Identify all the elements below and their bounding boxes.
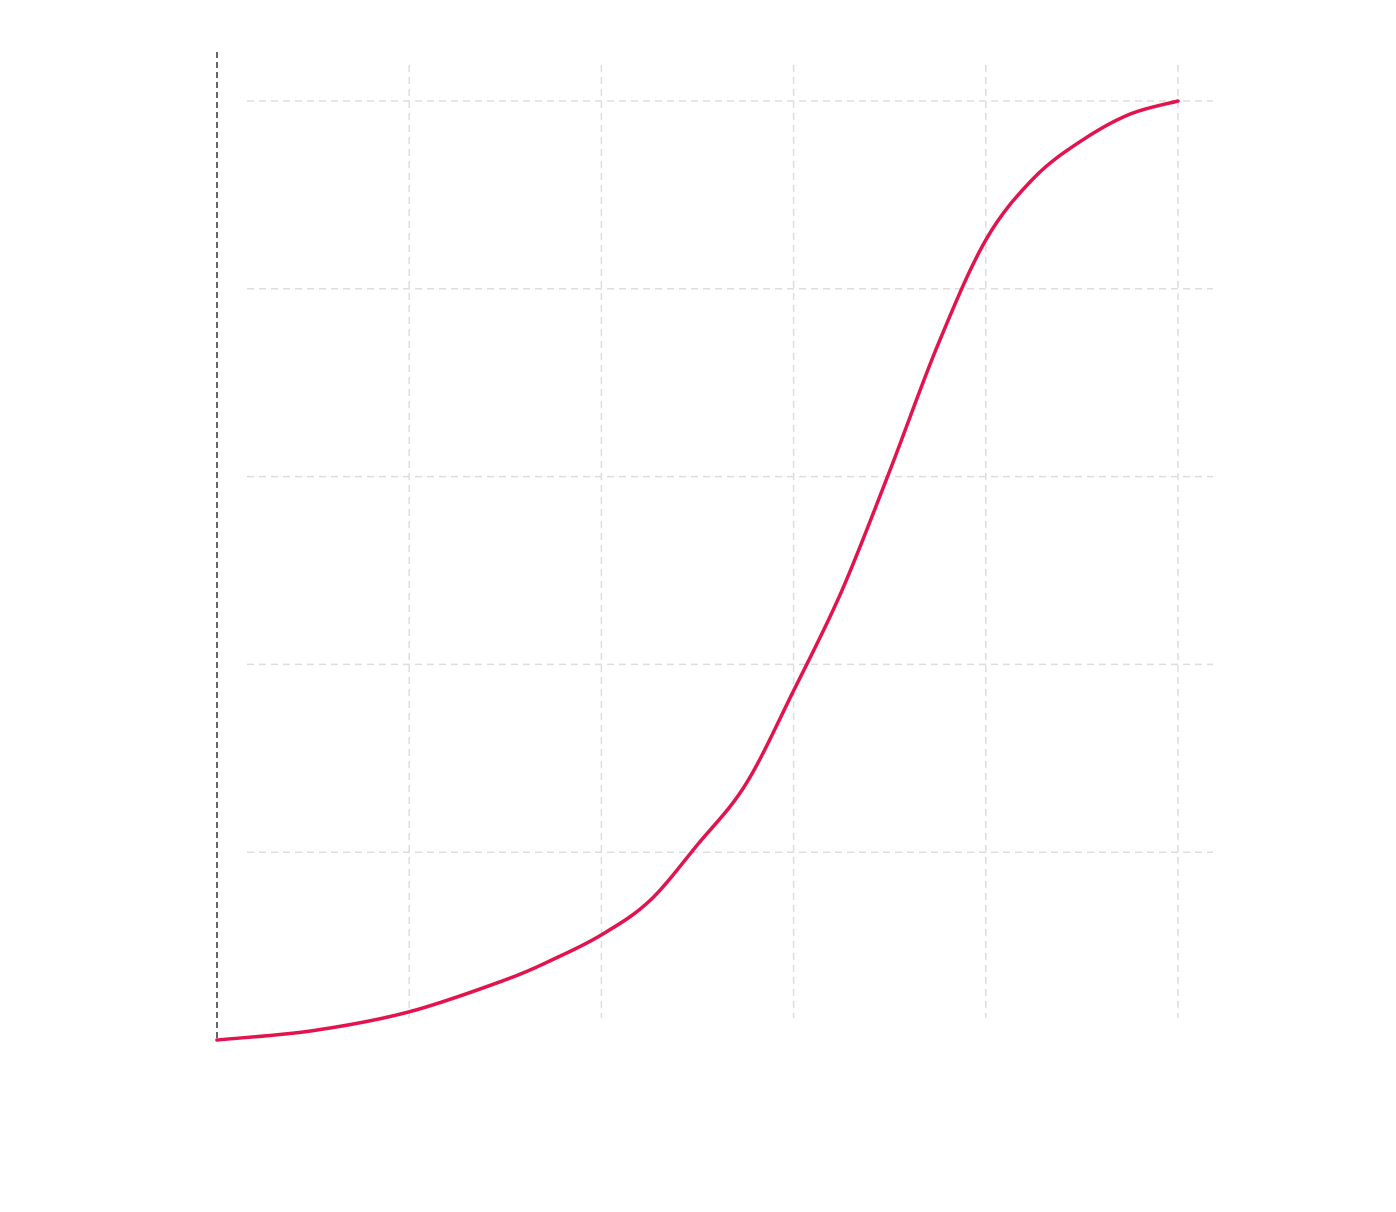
line-series xyxy=(215,99,1180,1042)
